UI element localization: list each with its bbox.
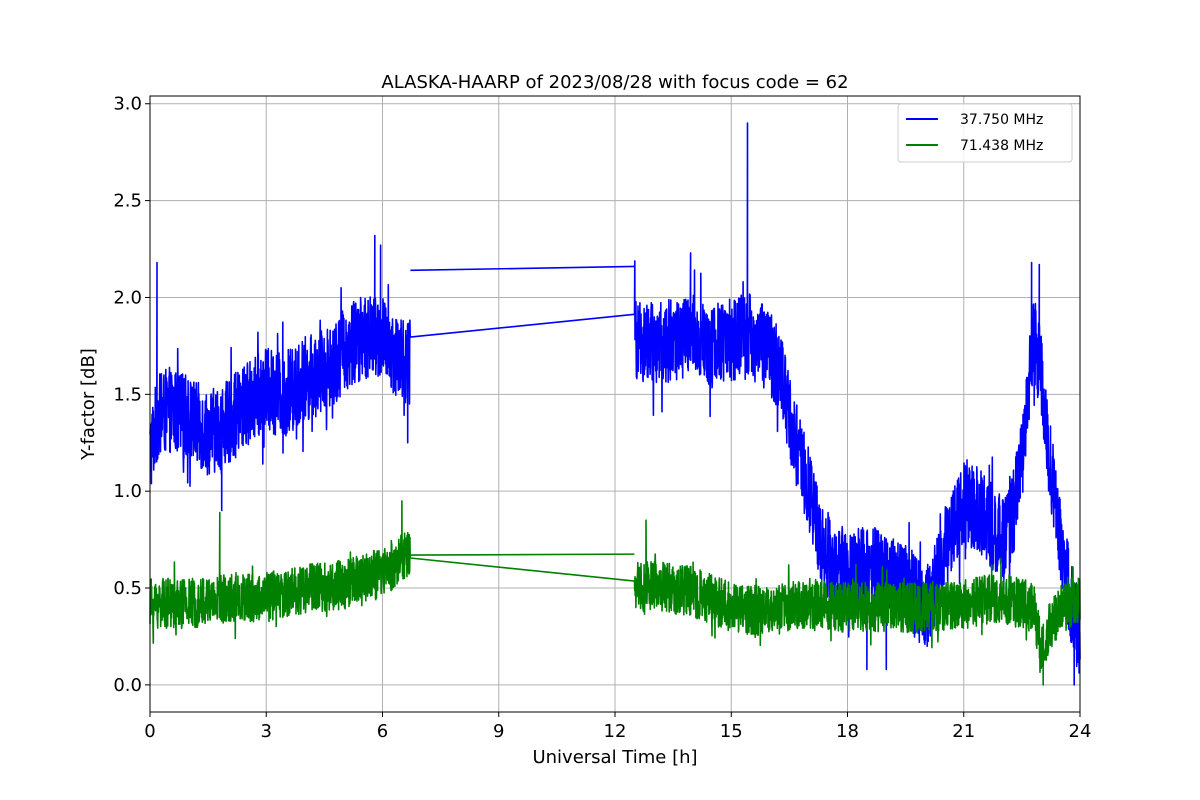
legend: 37.750 MHz 71.438 MHz (897, 103, 1073, 163)
x-axis-label: Universal Time [h] (532, 747, 697, 768)
series-line-71438 (149, 500, 1081, 686)
y-tick-label: 1.5 (113, 384, 142, 405)
series-line-37750 (149, 122, 1081, 686)
legend-box (897, 103, 1073, 163)
x-tick-label: 6 (377, 721, 388, 742)
series-gap-line (410, 553, 635, 556)
y-tick-label: 3.0 (113, 94, 142, 115)
x-tick-label: 21 (952, 721, 975, 742)
y-tick-label: 0.5 (113, 578, 142, 599)
x-tick-label: 9 (493, 721, 504, 742)
plot-area: 0 3 6 9 12 15 18 21 24 0.0 0.5 1.0 1.5 2.0 2.5 3.0 (113, 94, 1091, 742)
legend-entry: 37.750 MHz (960, 112, 1043, 128)
y-tick-label: 1.0 (113, 481, 142, 502)
y-tick-label: 2.0 (113, 287, 142, 308)
y-tick-label: 0.0 (113, 675, 142, 696)
x-tick-label: 0 (144, 721, 155, 742)
legend-entry: 71.438 MHz (960, 138, 1043, 154)
y-axis-label: Y-factor [dB] (78, 348, 99, 461)
y-tick-label: 2.5 (113, 191, 142, 212)
axis-ticks: 0 3 6 9 12 15 18 21 24 0.0 0.5 1.0 1.5 2.0 2.5 3.0 (113, 94, 1091, 742)
x-tick-label: 12 (604, 721, 627, 742)
x-tick-label: 15 (720, 721, 743, 742)
x-tick-label: 24 (1069, 721, 1092, 742)
x-tick-label: 18 (836, 721, 859, 742)
series-gap-line (410, 265, 635, 272)
chart-title: ALASKA-HAARP of 2023/08/28 with focus co… (381, 72, 848, 93)
series-layer (149, 122, 1081, 686)
x-tick-label: 3 (261, 721, 272, 742)
